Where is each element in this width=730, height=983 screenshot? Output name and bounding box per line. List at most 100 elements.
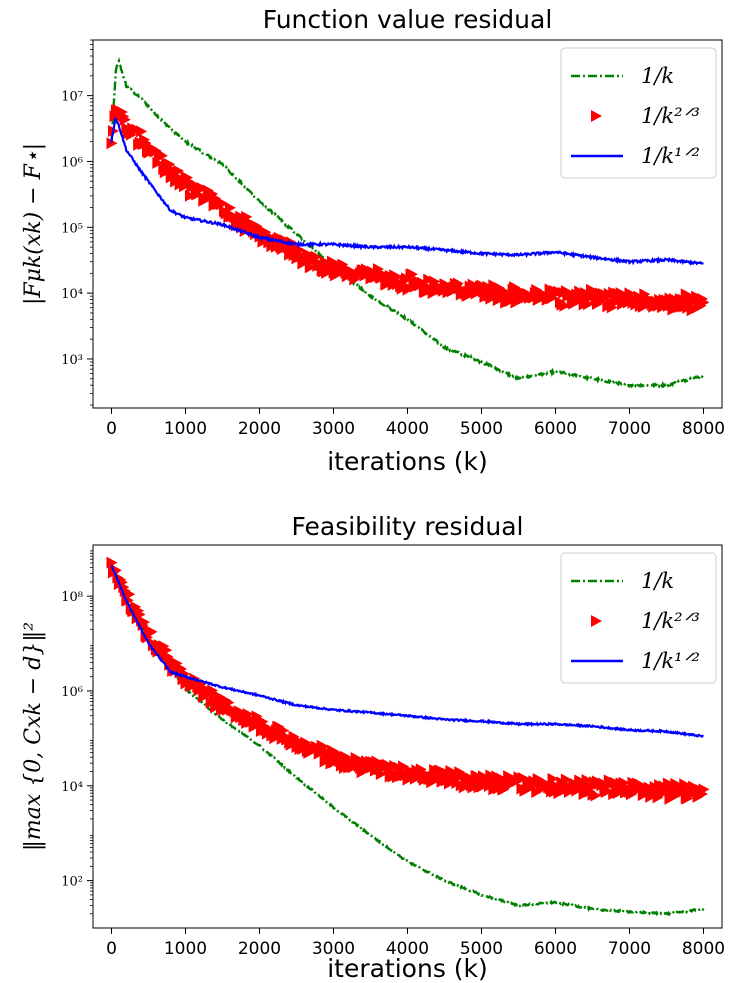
series-1-over-k23-point [679,778,691,791]
x-axis-label: iterations (k) [327,954,488,983]
x-tick-label: 4000 [386,419,429,439]
series-1-over-k23-point [224,201,236,214]
series-1-over-k23-point [686,304,698,317]
series-1-over-k23-point [482,280,494,293]
legend-label: 1/k¹ᐟ² [641,649,700,673]
x-tick-label: 5000 [460,419,503,439]
series-1-over-k23-point [156,149,168,162]
x-axis-label: iterations (k) [327,447,488,476]
x-tick-label: 2000 [238,939,281,959]
series-1-over-k23-markers [106,103,710,317]
series-1-over-k23-point [136,125,148,138]
series-1-over-k23-point [547,772,559,785]
y-tick-label: 10⁴ [61,287,83,302]
x-tick-label: 3000 [312,419,355,439]
y-tick-label: 10⁶ [61,155,83,170]
series-1-over-k23-point [417,276,429,289]
legend: 1/k 1/k²ᐟ³ 1/k¹ᐟ² [560,552,717,684]
y-tick-label: 10² [61,875,83,890]
series-1-over-k23-point [698,296,710,309]
y-tick-label: 10⁷ [61,90,83,105]
x-tick-label: 0 [106,419,117,439]
series-1-over-k23-point [691,290,703,303]
x-tick-label: 6000 [534,419,577,439]
chart-title: Feasibility residual [292,512,524,541]
legend-label: 1/k²ᐟ³ [641,609,700,633]
series-1-over-k23-point [214,691,226,704]
series-1-over-k23-point [406,268,418,281]
x-tick-label: 6000 [534,939,577,959]
y-tick-label: 10⁵ [61,221,83,236]
x-tick-label: 5000 [460,939,503,959]
series-1-over-k23-point [578,788,590,801]
series-1-over-k23-point [615,287,627,300]
series-1-over-k23-point [618,776,630,789]
series-1-over-k23-point [310,250,322,263]
series-1-over-k23-point [643,781,655,794]
series-1-over-k23-point [698,783,710,796]
series-1-over-k23-point [662,777,674,790]
legend-label: 1/k [641,64,674,88]
series-1-over-k23-point [300,736,312,749]
series-1-over-k23-point [590,789,602,802]
series-1-over-k23-point [173,164,185,177]
series-1-over-k23-point [602,785,614,798]
series-1-over-k23-point [680,288,692,301]
series-1-over-k23-point [164,158,176,171]
x-tick-label: 8000 [682,939,725,959]
y-tick-label: 10⁶ [61,685,83,700]
series-1-over-k23-point [509,281,521,294]
series-1-over-k23-point [318,740,330,753]
series-1-over-k23-point [327,255,339,268]
series-1-over-k23-point [423,273,435,286]
x-tick-label: 7000 [608,419,651,439]
series-1-over-k12-line [110,116,704,266]
series-1-over-k23-point [152,156,164,169]
chart-title: Function value residual [263,5,553,34]
y-tick-label: 10⁸ [61,590,83,605]
plot-area [106,56,710,389]
series-1-over-k23-point [531,786,543,799]
series-1-over-k23-point [124,588,136,601]
chart-function-value-residual: Function value residual 0 1000 2000 3000 4000… [21,5,725,476]
series-1-over-k23-point [667,789,679,802]
series-1-over-k23-point [472,770,484,783]
legend-label: 1/k²ᐟ³ [641,104,700,128]
x-tick-label: 2000 [238,419,281,439]
series-1-over-k23-point [139,616,151,629]
x-tick-label: 0 [106,939,117,959]
legend-marker-1-over-k23 [591,110,602,122]
y-tick-label: 10³ [61,353,83,368]
series-1-over-k23-point [146,625,158,638]
y-axis-label: |Fμk(xk) − F⋆| [21,143,46,305]
series-1-over-k23-markers [106,556,710,805]
series-1-over-k23-point [398,760,410,773]
legend-label: 1/k [641,569,674,593]
series-1-over-k-line [110,56,705,389]
series-1-over-k12-line [110,565,704,739]
series-1-over-k23-point [667,303,679,316]
series-1-over-k23-point [637,300,649,313]
legend-box [560,552,717,684]
series-1-over-k23-point [559,299,571,312]
plot-area [106,556,710,917]
series-1-over-k23-point [495,772,507,785]
series-1-over-k23-point [457,769,469,782]
y-tick-label: 10⁴ [61,780,83,795]
x-tick-label: 3000 [312,939,355,959]
x-tick-label: 1000 [164,419,207,439]
legend-marker-1-over-k23 [591,615,602,627]
legend-box [560,47,717,179]
series-1-over-k23-point [106,137,118,150]
chart-feasibility-residual: Feasibility residual 0 1000 2000 3000 4000 500… [21,512,725,983]
legend: 1/k 1/k²ᐟ³ 1/k¹ᐟ² [560,47,717,179]
x-tick-label: 8000 [682,419,725,439]
series-1-over-k23-point [176,662,188,675]
series-1-over-k23-point [606,301,618,314]
series-1-over-k23-point [235,210,247,223]
x-tick-label: 1000 [164,939,207,959]
series-1-over-k23-point [106,556,118,569]
series-1-over-k23-point [119,113,131,126]
series-1-over-k23-point [196,182,208,195]
